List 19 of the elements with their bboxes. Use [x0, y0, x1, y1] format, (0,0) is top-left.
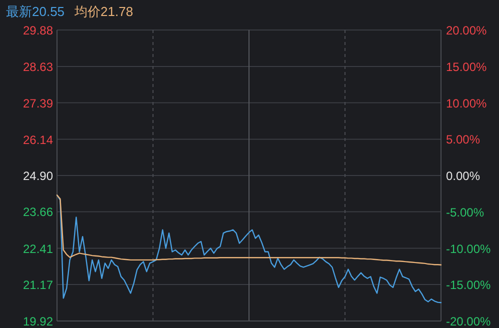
y2-tick-label: 10.00% — [446, 96, 488, 110]
y2-tick-label: 5.00% — [446, 132, 480, 147]
y-tick-label: 29.88 — [22, 24, 54, 38]
y2-tick-label: -5.00% — [446, 205, 484, 220]
y2-tick-label: 20.00% — [446, 24, 488, 38]
y-tick-label: 27.39 — [22, 96, 54, 110]
y2-tick-label: 0.00% — [446, 169, 480, 183]
y2-tick-label: -10.00% — [446, 242, 492, 256]
y-tick-label: 26.14 — [22, 132, 54, 147]
y2-tick-label: -20.00% — [446, 314, 492, 328]
y-tick-label: 23.66 — [22, 205, 54, 220]
y2-tick-label: -15.00% — [446, 278, 492, 292]
y2-tick-label: 15.00% — [446, 60, 488, 74]
y-tick-label: 22.41 — [22, 242, 54, 256]
y-tick-label: 19.92 — [22, 314, 54, 328]
series-names: 最新20.55 均价21.78 — [6, 4, 134, 19]
y-tick-label: 24.90 — [22, 169, 54, 183]
y-tick-label: 21.17 — [22, 278, 54, 292]
y-tick-label: 28.63 — [22, 60, 54, 74]
